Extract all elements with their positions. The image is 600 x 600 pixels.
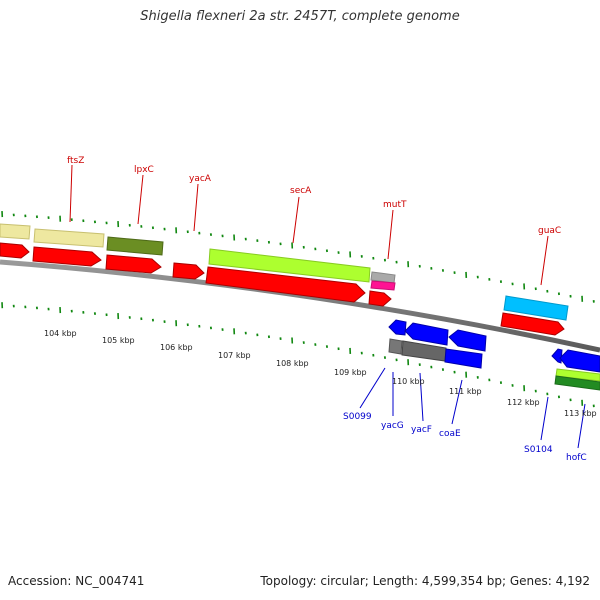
kbp-label: 108 kbp: [276, 359, 309, 368]
cds-bar[interactable]: [388, 338, 403, 355]
gene-label-ftsZ[interactable]: ftsZ: [67, 156, 84, 166]
label-leader: [451, 379, 463, 425]
gene-label-yacA[interactable]: yacA: [189, 174, 212, 184]
kbp-label: 107 kbp: [218, 351, 251, 360]
kbp-label: 111 kbp: [449, 387, 482, 396]
label-leader: [540, 235, 549, 286]
cds-bar[interactable]: [444, 348, 483, 369]
label-leader: [359, 367, 386, 409]
map-title: Shigella flexneri 2a str. 2457T, complet…: [140, 9, 460, 24]
gene-label-coaE[interactable]: coaE: [439, 429, 461, 439]
gene-label-mutT[interactable]: mutT: [383, 200, 407, 210]
cds-bar[interactable]: [555, 368, 600, 382]
kbp-label: 104 kbp: [44, 329, 77, 338]
gene-label-hofC[interactable]: hofC: [566, 453, 587, 463]
gene-label-secA[interactable]: secA: [290, 186, 312, 196]
accession-text: Accession: NC_004741: [8, 574, 145, 588]
kbp-label: 110 kbp: [392, 377, 425, 386]
gene-arrow[interactable]: [172, 262, 205, 280]
forward-gene-labels: ftsZ lpxC yacA secA mutT guaC: [67, 156, 561, 286]
outer-tick-row: [1, 211, 595, 303]
label-leader: [193, 183, 199, 232]
label-leader: [577, 403, 586, 449]
gene-arrow[interactable]: [32, 246, 102, 267]
gene-label-S0104[interactable]: S0104: [524, 445, 553, 455]
kbp-label: 109 kbp: [334, 368, 367, 377]
kbp-label: 105 kbp: [102, 336, 135, 345]
gene-arrow[interactable]: [205, 266, 366, 303]
gene-label-yacG[interactable]: yacG: [381, 421, 404, 431]
label-leader: [387, 209, 394, 260]
gene-label-S0099[interactable]: S0099: [343, 412, 372, 422]
kbp-label: 113 kbp: [564, 409, 597, 418]
cds-bar[interactable]: [208, 248, 371, 283]
inner-tick-row: [1, 302, 595, 408]
cds-bar[interactable]: [503, 295, 569, 321]
gene-arrow[interactable]: [368, 290, 392, 307]
gene-arrow[interactable]: [0, 242, 30, 259]
reverse-gene-arrows: [388, 319, 600, 373]
gene-arrow[interactable]: [404, 322, 449, 346]
gene-arrow[interactable]: [559, 349, 600, 373]
label-leader: [540, 396, 549, 441]
cds-bar[interactable]: [370, 280, 396, 291]
topology-text: Topology: circular; Length: 4,599,354 bp…: [260, 574, 590, 588]
cds-bar[interactable]: [554, 375, 600, 391]
gene-label-guaC[interactable]: guaC: [538, 226, 561, 236]
label-leader: [69, 164, 73, 223]
gene-label-lpxC[interactable]: lpxC: [134, 165, 154, 175]
cds-bar[interactable]: [33, 228, 105, 248]
kbp-label: 106 kbp: [160, 343, 193, 352]
cds-bar[interactable]: [0, 223, 31, 240]
cds-bar[interactable]: [106, 236, 164, 256]
gene-arrow[interactable]: [105, 254, 162, 274]
gene-arrow[interactable]: [551, 348, 563, 364]
reverse-gene-labels: S0099 yacG yacF coaE S0104 hofC: [343, 367, 587, 463]
label-leader: [137, 174, 144, 225]
gene-arrow[interactable]: [500, 312, 565, 336]
gene-arrow[interactable]: [388, 319, 407, 336]
kbp-label: 112 kbp: [507, 398, 540, 407]
kbp-scale: 104 kbp 105 kbp 106 kbp 107 kbp 108 kbp …: [44, 329, 597, 418]
label-leader: [292, 196, 300, 244]
forward-gene-arrows: [0, 242, 565, 336]
gene-arrow[interactable]: [448, 329, 487, 352]
forward-annotation-bars: [0, 223, 569, 321]
reverse-annotation-bars: [388, 338, 600, 391]
gene-label-yacF[interactable]: yacF: [411, 425, 432, 435]
label-leader: [419, 372, 424, 422]
